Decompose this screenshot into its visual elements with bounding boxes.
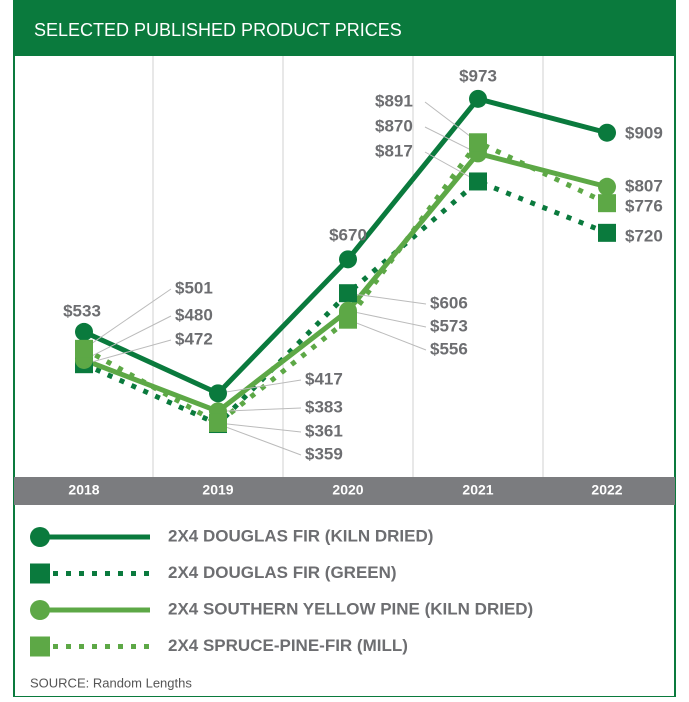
data-label: $501 [175, 278, 213, 297]
point [469, 89, 487, 108]
leader-line [347, 319, 427, 351]
point [598, 123, 616, 142]
x-tick-label: 2021 [462, 482, 493, 498]
data-label: $891 [375, 91, 413, 110]
point [209, 384, 227, 403]
data-label: $361 [305, 421, 343, 440]
leader-line [83, 288, 172, 350]
point [339, 310, 357, 329]
legend-label: 2X4 DOUGLAS FIR (GREEN) [168, 563, 397, 582]
leader-line [347, 292, 427, 305]
x-axis-bar [14, 477, 675, 505]
point [339, 284, 357, 303]
data-label: $383 [305, 397, 343, 416]
header-bar [14, 0, 675, 56]
data-label: $817 [375, 141, 413, 160]
data-label: $870 [375, 116, 413, 135]
data-label: $720 [625, 226, 663, 245]
data-label: $973 [459, 66, 497, 85]
point [209, 413, 227, 432]
legend-marker [30, 636, 50, 657]
x-tick-label: 2022 [591, 482, 622, 498]
legend-label: 2X4 SOUTHERN YELLOW PINE (KILN DRIED) [168, 599, 533, 618]
data-label: $670 [329, 225, 367, 244]
leader-line [217, 379, 302, 394]
series-line [82, 139, 609, 426]
point [75, 322, 93, 341]
point [598, 194, 616, 213]
x-tick-label: 2020 [332, 482, 363, 498]
legend-marker [30, 563, 50, 584]
point [598, 223, 616, 242]
data-label: $359 [305, 444, 343, 463]
chart-title: SELECTED PUBLISHED PRODUCT PRICES [34, 20, 402, 40]
source: SOURCE: Random Lengths [30, 675, 192, 690]
point [75, 339, 93, 358]
point [339, 250, 357, 269]
leader-line [83, 315, 172, 361]
data-label: $807 [625, 176, 663, 195]
data-label: $472 [175, 329, 213, 348]
data-label: $573 [430, 316, 468, 335]
leader-line [83, 339, 172, 365]
data-label: $556 [430, 339, 468, 358]
legend-label: 2X4 SPRUCE-PINE-FIR (MILL) [168, 636, 408, 655]
legend-marker [30, 527, 50, 547]
data-label: $480 [175, 305, 213, 324]
point [469, 133, 487, 152]
frame [13, 0, 676, 698]
x-tick-label: 2019 [202, 482, 233, 498]
leader-line [217, 423, 302, 456]
legend-label: 2X4 DOUGLAS FIR (KILN DRIED) [168, 526, 433, 545]
leader-line [347, 310, 427, 328]
leader-line [217, 407, 302, 412]
data-label: $776 [625, 196, 663, 215]
leader-line [217, 422, 302, 433]
point [598, 177, 616, 196]
data-label: $533 [63, 301, 101, 320]
data-label: $417 [305, 369, 343, 388]
point [469, 172, 487, 191]
data-label: $606 [430, 293, 468, 312]
legend-marker [30, 600, 50, 620]
x-tick-label: 2018 [68, 482, 99, 498]
series-line [82, 178, 608, 428]
data-label: $909 [625, 123, 663, 142]
